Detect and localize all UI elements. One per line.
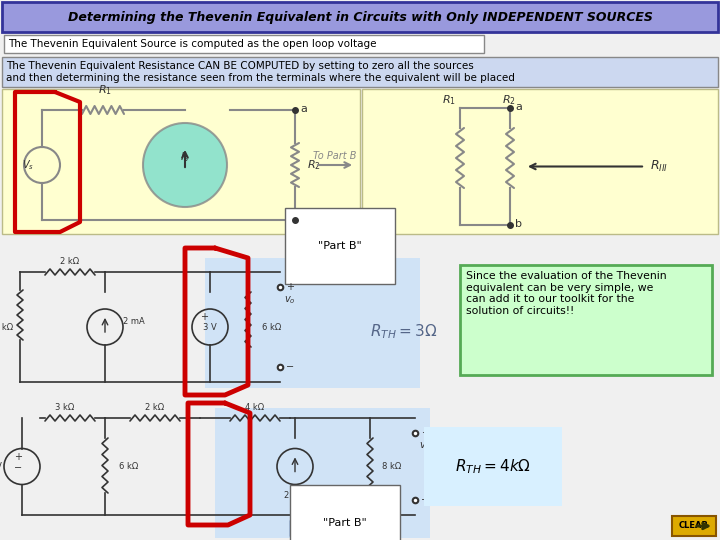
Text: $R_1$: $R_1$ (98, 83, 112, 97)
Text: Determining the Thevenin Equivalent in Circuits with Only INDEPENDENT SOURCES: Determining the Thevenin Equivalent in C… (68, 10, 652, 24)
Text: 1 kΩ: 1 kΩ (0, 322, 14, 332)
Text: +: + (14, 451, 22, 462)
Text: −: − (286, 362, 294, 372)
FancyBboxPatch shape (2, 57, 718, 87)
Text: and then determining the resistance seen from the terminals where the equivalent: and then determining the resistance seen… (6, 73, 515, 83)
Text: $R_{TH} = 4k\Omega$: $R_{TH} = 4k\Omega$ (455, 457, 531, 476)
FancyBboxPatch shape (215, 408, 430, 538)
Text: 3 V: 3 V (203, 322, 217, 332)
Text: $v_o$: $v_o$ (419, 440, 431, 452)
FancyBboxPatch shape (4, 35, 484, 53)
Text: 8 kΩ: 8 kΩ (382, 462, 401, 471)
Text: 6 kΩ: 6 kΩ (119, 462, 138, 471)
FancyBboxPatch shape (362, 89, 718, 234)
Text: $R_{III}$: $R_{III}$ (650, 159, 668, 174)
Text: $v_o$: $v_o$ (284, 294, 296, 306)
FancyBboxPatch shape (672, 516, 716, 536)
Text: 6 kΩ: 6 kΩ (262, 322, 282, 332)
Text: $I_s$: $I_s$ (181, 150, 189, 164)
FancyBboxPatch shape (460, 265, 712, 375)
Text: "Part B": "Part B" (318, 241, 362, 251)
Text: 12 V: 12 V (0, 462, 2, 471)
Text: a: a (300, 104, 307, 114)
Text: b: b (300, 214, 307, 224)
Text: +: + (421, 428, 429, 438)
FancyBboxPatch shape (205, 258, 420, 388)
Text: $R_2$: $R_2$ (502, 93, 516, 107)
FancyBboxPatch shape (2, 2, 718, 32)
Text: +: + (286, 282, 294, 292)
Text: −: − (421, 495, 429, 505)
Text: The Thevenin Equivalent Source is computed as the open loop voltage: The Thevenin Equivalent Source is comput… (8, 39, 377, 49)
FancyBboxPatch shape (314, 520, 336, 536)
Text: a: a (515, 102, 522, 112)
Text: $R_{TH}{=}3\Omega$: $R_{TH}{=}3\Omega$ (370, 322, 437, 341)
Text: 2 mA: 2 mA (123, 318, 145, 327)
Text: 2 kΩ: 2 kΩ (60, 257, 80, 266)
Text: 3 kΩ: 3 kΩ (55, 403, 75, 412)
Circle shape (143, 123, 227, 207)
Text: $R_2$: $R_2$ (307, 158, 321, 172)
Text: $V_s$: $V_s$ (22, 158, 34, 172)
Text: The Thevenin Equivalent Resistance CAN BE COMPUTED by setting to zero all the so: The Thevenin Equivalent Resistance CAN B… (6, 61, 474, 71)
Text: Since the evaluation of the Thevenin
equivalent can be very simple, we
can add i: Since the evaluation of the Thevenin equ… (466, 271, 667, 316)
Text: +: + (200, 312, 208, 322)
Text: 4 kΩ: 4 kΩ (246, 403, 264, 412)
Text: $R_1$: $R_1$ (442, 93, 456, 107)
FancyBboxPatch shape (2, 89, 360, 234)
Text: b: b (515, 219, 522, 229)
Text: To Part B: To Part B (313, 151, 356, 161)
Text: CLEAR: CLEAR (679, 522, 709, 530)
Text: 2 kΩ: 2 kΩ (145, 403, 165, 412)
Text: −: − (14, 463, 22, 474)
FancyBboxPatch shape (290, 520, 312, 536)
Text: 2 mA: 2 mA (284, 491, 306, 501)
Text: "Part B": "Part B" (323, 518, 367, 528)
